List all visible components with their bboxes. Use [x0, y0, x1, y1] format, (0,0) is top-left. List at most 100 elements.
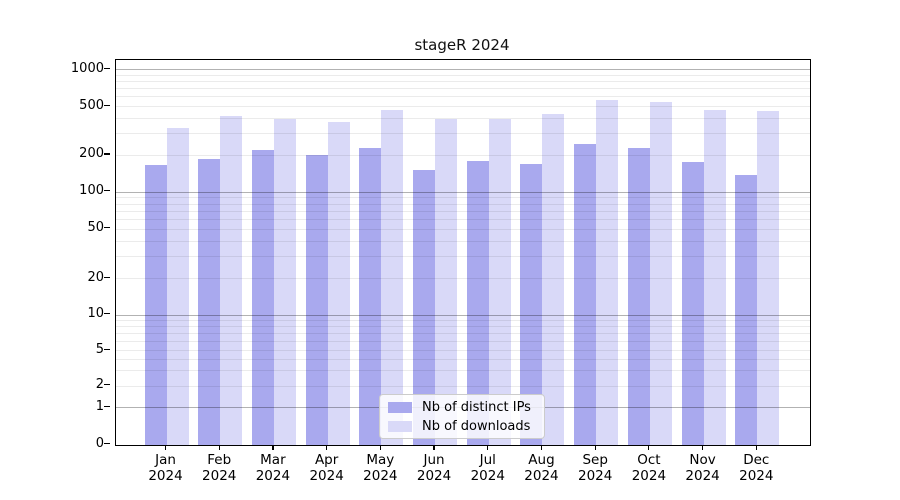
gridline-major-100 — [116, 191, 810, 193]
gridline-minor-6 — [116, 340, 810, 342]
month-name: Jan — [155, 452, 176, 468]
x-tick-mark-aug — [540, 445, 543, 450]
bar-nb-of-distinct-ips-nov-2024 — [681, 162, 704, 445]
y-tick-mark-2 — [104, 384, 110, 386]
bar-nb-of-distinct-ips-jun-2024 — [413, 170, 436, 445]
y-tick-mark-50 — [104, 227, 110, 229]
bar-nb-of-distinct-ips-may-2024 — [359, 147, 382, 445]
gridline-minor-80 — [116, 203, 810, 205]
gridline-minor-20 — [116, 278, 810, 279]
y-tick-label-500: 500 — [79, 97, 104, 113]
legend-label-nb-of-distinct-ips: Nb of distinct IPs — [422, 399, 531, 415]
gridline-minor-90 — [116, 197, 810, 199]
x-tick-label-may: May 2024 — [350, 452, 410, 484]
bar-nb-of-distinct-ips-mar-2024 — [251, 149, 274, 445]
y-tick-label-2: 2 — [95, 377, 104, 392]
x-tick-label-oct: Oct 2024 — [619, 452, 679, 484]
bar-nb-of-distinct-ips-jul-2024 — [466, 161, 489, 445]
gridline-minor-70 — [116, 210, 810, 212]
x-tick-label-feb: Feb 2024 — [189, 452, 249, 484]
month-name: Dec — [743, 452, 770, 468]
x-tick-label-mar: Mar 2024 — [243, 452, 303, 484]
y-tick-label-100: 100 — [79, 183, 104, 199]
x-tick-mark-dec — [755, 445, 757, 450]
gridline-minor-30 — [116, 256, 810, 258]
gridline-minor-7 — [116, 332, 810, 334]
month-name: Feb — [207, 452, 232, 468]
month-name: Sep — [582, 452, 608, 468]
x-tick-label-jun: Jun 2024 — [404, 452, 464, 484]
gridline-minor-900 — [116, 74, 810, 76]
gridline-major-1000 — [116, 69, 810, 71]
legend: Nb of distinct IPs Nb of downloads — [379, 394, 545, 439]
x-tick-mark-apr — [326, 445, 328, 450]
gridline-minor-800 — [116, 81, 810, 83]
legend-row-nb-of-distinct-ips: Nb of distinct IPs — [388, 400, 536, 415]
x-tick-mark-nov — [702, 445, 704, 450]
y-tick-label-0: 0 — [95, 436, 104, 451]
x-tick-mark-sep — [594, 445, 596, 450]
y-tick-label-200: 200 — [79, 146, 104, 162]
legend-swatch-nb-of-distinct-ips — [388, 401, 412, 413]
x-tick-label-dec: Dec 2024 — [726, 452, 786, 484]
bar-nb-of-downloads-jan-2024 — [166, 128, 189, 445]
y-tick-label-20: 20 — [87, 269, 104, 285]
bar-nb-of-downloads-sep-2024 — [596, 100, 619, 445]
gridline-minor-300 — [116, 133, 810, 135]
y-tick-mark-200 — [104, 153, 110, 155]
month-name: May — [366, 452, 395, 468]
month-year: 2024 — [363, 468, 398, 484]
bar-nb-of-distinct-ips-oct-2024 — [627, 147, 650, 445]
legend-swatch-nb-of-downloads — [388, 420, 412, 432]
bar-nb-of-distinct-ips-aug-2024 — [520, 164, 543, 445]
month-year: 2024 — [524, 468, 559, 484]
y-tick-label-10: 10 — [87, 306, 104, 321]
month-year: 2024 — [685, 468, 720, 484]
legend-row-nb-of-downloads: Nb of downloads — [388, 419, 536, 434]
gridline-minor-4 — [116, 358, 810, 360]
bar-nb-of-downloads-aug-2024 — [542, 113, 565, 445]
gridline-minor-500 — [116, 106, 810, 108]
x-tick-mark-feb — [218, 445, 220, 450]
gridline-minor-600 — [116, 96, 810, 98]
month-year: 2024 — [416, 468, 452, 484]
month-name: Jun — [423, 452, 445, 468]
bar-nb-of-downloads-dec-2024 — [757, 111, 780, 445]
gridline-minor-8 — [116, 325, 810, 327]
x-tick-mark-may — [379, 445, 381, 450]
y-tick-mark-1000 — [104, 67, 110, 69]
gridline-minor-200 — [116, 154, 810, 156]
gridline-major-10 — [116, 314, 810, 316]
gridline-minor-2 — [116, 385, 810, 387]
gridline-minor-50 — [116, 228, 810, 230]
bar-nb-of-downloads-oct-2024 — [649, 101, 672, 445]
chart-title: stageR 2024 — [414, 36, 510, 54]
bar-nb-of-downloads-may-2024 — [381, 109, 404, 445]
x-tick-label-apr: Apr 2024 — [297, 452, 357, 484]
x-tick-mark-oct — [648, 445, 650, 450]
y-tick-mark-1 — [104, 405, 110, 407]
x-tick-label-jul: Jul 2024 — [458, 452, 518, 484]
x-tick-mark-jan — [164, 445, 167, 450]
x-tick-mark-jun — [433, 445, 435, 450]
month-year: 2024 — [577, 468, 613, 484]
month-year: 2024 — [202, 468, 237, 484]
y-tick-mark-500 — [104, 104, 110, 106]
month-year: 2024 — [631, 468, 667, 484]
bar-nb-of-downloads-feb-2024 — [220, 116, 243, 445]
month-name: Oct — [637, 452, 661, 468]
y-tick-label-50: 50 — [87, 220, 104, 236]
gridline-minor-60 — [116, 218, 810, 220]
month-name: Jul — [479, 452, 496, 468]
bar-nb-of-downloads-nov-2024 — [703, 109, 726, 445]
month-name: Nov — [689, 452, 716, 468]
month-year: 2024 — [309, 468, 344, 484]
x-tick-mark-jul — [487, 445, 489, 450]
y-tick-mark-10 — [104, 313, 110, 315]
month-year: 2024 — [739, 468, 774, 484]
gridline-minor-700 — [116, 88, 810, 90]
bar-nb-of-downloads-mar-2024 — [273, 118, 296, 445]
x-tick-mark-mar — [272, 445, 274, 450]
month-year: 2024 — [255, 468, 291, 484]
